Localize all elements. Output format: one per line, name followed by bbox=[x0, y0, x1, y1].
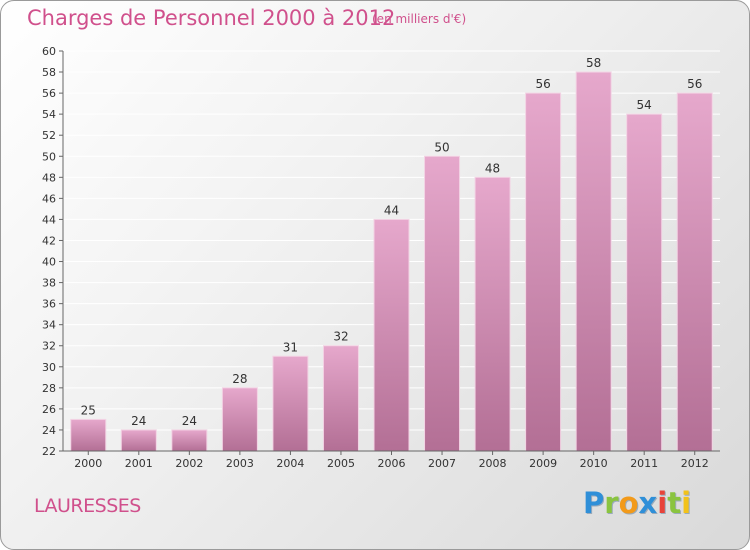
bar bbox=[221, 387, 258, 452]
y-tick-label: 22 bbox=[42, 445, 56, 458]
bars: 25 24 24 28 31 32 44 50 48 56 58 54 56 bbox=[70, 56, 713, 452]
x-tick-label: 2002 bbox=[175, 457, 203, 470]
y-tick-label: 60 bbox=[42, 45, 56, 58]
y-tick-label: 42 bbox=[42, 234, 56, 247]
bar-value-label: 28 bbox=[232, 372, 247, 386]
bar bbox=[70, 418, 107, 452]
y-tick-label: 44 bbox=[42, 213, 56, 226]
logo-letter: i bbox=[681, 486, 692, 520]
bar bbox=[171, 429, 208, 452]
x-tick-label: 2008 bbox=[479, 457, 507, 470]
x-tick-label: 2012 bbox=[681, 457, 709, 470]
x-tick-label: 2001 bbox=[125, 457, 153, 470]
y-tick-label: 24 bbox=[42, 424, 56, 437]
bar-value-label: 32 bbox=[333, 330, 348, 344]
bar-value-label: 50 bbox=[434, 140, 449, 154]
x-tick-label: 2006 bbox=[378, 457, 406, 470]
y-tick-label: 40 bbox=[42, 256, 56, 269]
bar bbox=[575, 71, 612, 452]
logo-letter: i bbox=[657, 486, 668, 520]
chart-subtitle: (en milliers d'€) bbox=[372, 12, 467, 26]
bar bbox=[120, 429, 157, 452]
bar-value-label: 54 bbox=[637, 98, 652, 112]
x-tick-label: 2007 bbox=[428, 457, 456, 470]
bar bbox=[474, 176, 511, 452]
bar bbox=[373, 218, 410, 452]
y-tick-label: 46 bbox=[42, 192, 56, 205]
logo-letter: r bbox=[604, 486, 619, 520]
bar-value-label: 56 bbox=[687, 77, 702, 91]
axes: 22 24 26 28 30 32 34 36 38 40 42 44 46 48 50 52 54 56 58 60… bbox=[42, 45, 720, 470]
bar bbox=[676, 92, 713, 452]
bar bbox=[525, 92, 562, 452]
y-tick-label: 26 bbox=[42, 403, 56, 416]
logo-letter: o bbox=[618, 486, 639, 520]
y-tick-label: 48 bbox=[42, 171, 56, 184]
bar-value-label: 24 bbox=[182, 414, 197, 428]
x-tick-label: 2011 bbox=[630, 457, 658, 470]
chart-title: Charges de Personnel 2000 à 2012 bbox=[27, 6, 396, 30]
y-tick-label: 58 bbox=[42, 66, 56, 79]
x-tick-label: 2000 bbox=[74, 457, 102, 470]
bar-value-label: 31 bbox=[283, 340, 298, 354]
y-tick-label: 36 bbox=[42, 298, 56, 311]
bar-value-label: 56 bbox=[535, 77, 550, 91]
y-tick-label: 28 bbox=[42, 382, 56, 395]
x-tick-label: 2010 bbox=[580, 457, 608, 470]
bar-value-label: 44 bbox=[384, 203, 399, 217]
bar bbox=[424, 155, 461, 452]
bar-value-label: 24 bbox=[131, 414, 146, 428]
x-tick-label: 2003 bbox=[226, 457, 254, 470]
y-tick-label: 34 bbox=[42, 319, 56, 332]
y-tick-label: 38 bbox=[42, 277, 56, 290]
y-tick-label: 54 bbox=[42, 108, 56, 121]
y-tick-label: 52 bbox=[42, 129, 56, 142]
bar bbox=[272, 355, 309, 452]
commune-name: LAURESSES bbox=[34, 495, 141, 517]
y-tick-label: 32 bbox=[42, 340, 56, 353]
bar-value-label: 48 bbox=[485, 161, 500, 175]
x-tick-label: 2004 bbox=[276, 457, 304, 470]
x-tick-label: 2005 bbox=[327, 457, 355, 470]
logo-letter: P bbox=[583, 486, 605, 520]
bar-value-label: 25 bbox=[81, 403, 96, 417]
x-tick-label: 2009 bbox=[529, 457, 557, 470]
logo-letter: x bbox=[638, 486, 658, 520]
bar bbox=[626, 113, 663, 452]
bar bbox=[322, 345, 359, 452]
proxiti-logo: Proxiti bbox=[583, 486, 691, 520]
y-tick-label: 30 bbox=[42, 361, 56, 374]
y-tick-label: 50 bbox=[42, 150, 56, 163]
logo-letter: t bbox=[667, 486, 682, 520]
y-tick-label: 56 bbox=[42, 87, 56, 100]
bar-value-label: 58 bbox=[586, 56, 601, 70]
